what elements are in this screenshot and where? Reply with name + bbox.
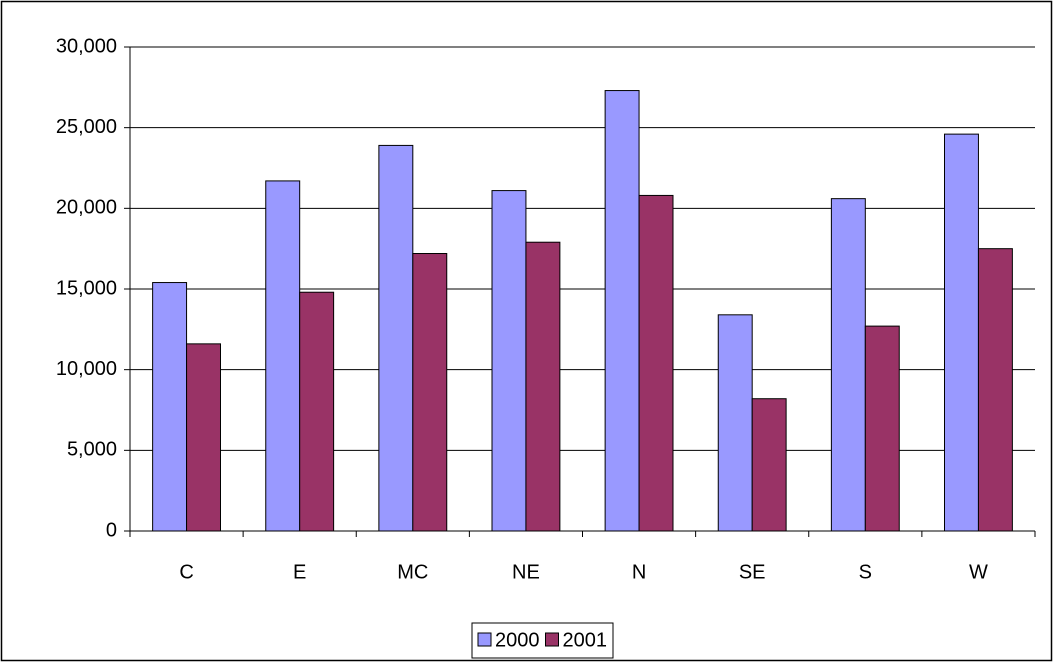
bar: [412, 253, 448, 532]
y-tick-label: 5,000: [67, 439, 117, 461]
bar: [604, 90, 640, 532]
x-tick-label: N: [632, 561, 646, 583]
y-tick-label: 15,000: [56, 277, 117, 299]
x-tick-label: MC: [397, 561, 428, 583]
legend-swatch: [545, 632, 559, 647]
x-tick-label: SE: [739, 561, 766, 583]
x-tick-label: S: [859, 561, 872, 583]
bar: [265, 180, 301, 532]
legend-label: 2000: [495, 629, 540, 651]
bar: [152, 282, 188, 532]
y-tick-label: 30,000: [56, 35, 117, 57]
bar: [717, 314, 753, 532]
y-tick-label: 0: [106, 519, 117, 541]
legend-label: 2001: [563, 629, 608, 651]
bar: [378, 144, 414, 532]
bar: [186, 343, 221, 532]
bar: [830, 198, 866, 532]
legend-swatch: [477, 632, 492, 647]
bar: [491, 190, 527, 532]
legend: [471, 622, 614, 659]
bar: [638, 194, 674, 532]
bar: [751, 398, 787, 532]
bar: [977, 248, 1013, 532]
bar: [299, 291, 335, 532]
y-tick-label: 20,000: [56, 197, 117, 219]
x-tick-label: E: [293, 561, 306, 583]
bar: [864, 325, 900, 532]
y-tick-label: 10,000: [56, 358, 117, 380]
y-tick-label: 25,000: [56, 116, 117, 138]
x-tick-label: C: [179, 561, 193, 583]
x-tick-label: W: [969, 561, 988, 583]
bar: [944, 133, 979, 532]
x-tick-label: NE: [512, 561, 540, 583]
bar: [525, 241, 561, 532]
